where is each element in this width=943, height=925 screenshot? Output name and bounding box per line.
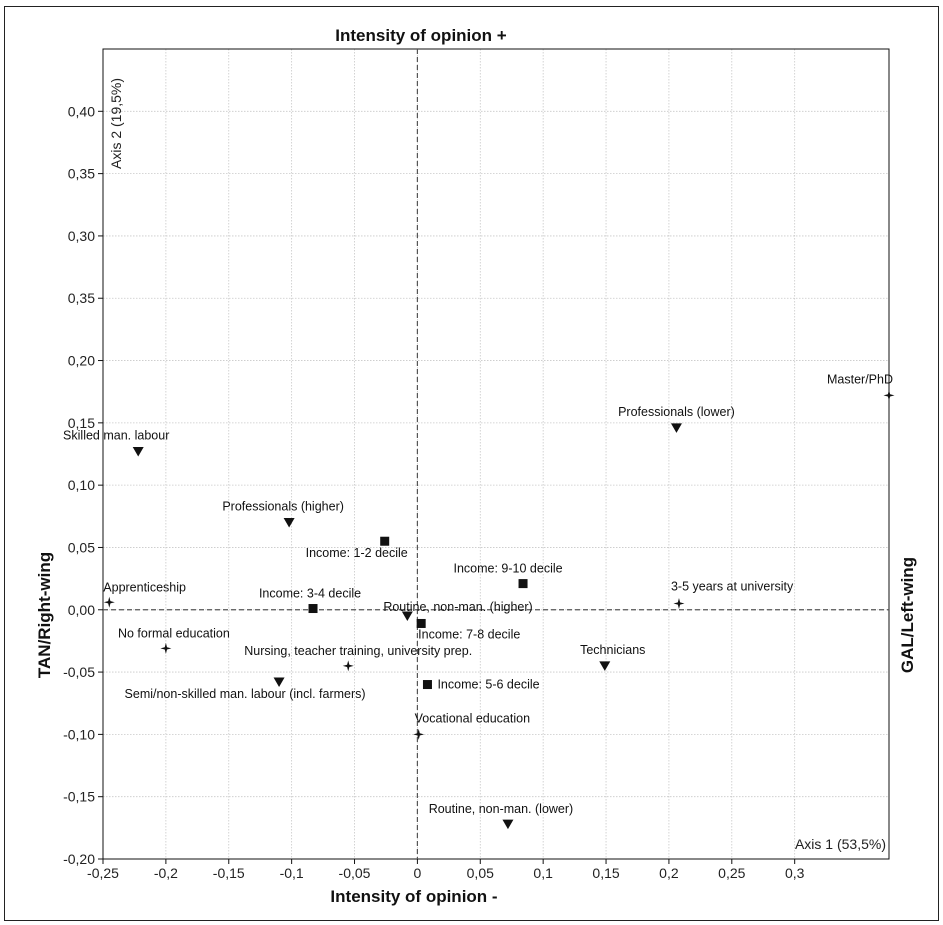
y-tick-label: -0,05 bbox=[63, 664, 95, 680]
point-label: Income: 5-6 decile bbox=[437, 678, 539, 692]
x-axis-label: Intensity of opinion - bbox=[330, 887, 497, 906]
triangle-marker bbox=[273, 677, 285, 688]
scatter-chart: -0,25 -0,2 -0,15 -0,1 -0,05 0 0,05 0,1 0,15 0,2 0,… bbox=[35, 26, 917, 906]
y-axis-name: Axis 2 (19,5%) bbox=[108, 78, 124, 169]
square-marker bbox=[422, 680, 432, 690]
point-label: Vocational education bbox=[415, 711, 530, 725]
y-tick-label: -0,15 bbox=[63, 789, 95, 805]
y-tick-label: 0,40 bbox=[68, 103, 95, 119]
x-tick-label: -0,1 bbox=[280, 865, 304, 881]
point-label: Routine, non-man. (lower) bbox=[429, 802, 574, 816]
x-tick-label: -0,2 bbox=[154, 865, 178, 881]
point-label: Income: 1-2 decile bbox=[306, 546, 408, 560]
square-marker bbox=[308, 604, 318, 614]
point-label: No formal education bbox=[118, 626, 230, 640]
square-marker bbox=[518, 579, 528, 589]
x-tick-label: 0,25 bbox=[718, 865, 745, 881]
point-label: Income: 9-10 decile bbox=[453, 562, 562, 576]
x-tick-label: 0,05 bbox=[467, 865, 494, 881]
star-marker bbox=[673, 598, 685, 610]
y-tick-label: 0,15 bbox=[68, 415, 95, 431]
y-tick-label: 0,05 bbox=[68, 539, 95, 555]
plot-area bbox=[102, 48, 890, 860]
point-label: Semi/non-skilled man. labour (incl. farm… bbox=[125, 687, 366, 701]
point-label: Income: 3-4 decile bbox=[259, 587, 361, 601]
triangle-marker bbox=[599, 661, 611, 671]
star-marker bbox=[160, 642, 172, 654]
y-tick-label: 0,30 bbox=[68, 228, 95, 244]
point-label: Technicians bbox=[580, 643, 645, 657]
point-label: Income: 7-8 decile bbox=[418, 627, 520, 641]
x-axis-name: Axis 1 (53,5%) bbox=[795, 836, 886, 852]
point-label: Professionals (higher) bbox=[222, 500, 344, 514]
x-tick-label: 0 bbox=[414, 865, 422, 881]
reference-lines bbox=[103, 49, 889, 859]
y-tick-label: 0,35 bbox=[68, 166, 95, 182]
y-tick-label: -0,10 bbox=[63, 726, 95, 742]
point-label: Skilled man. labour bbox=[63, 429, 169, 443]
star-marker bbox=[413, 728, 425, 740]
triangle-marker bbox=[283, 518, 295, 528]
triangle-marker bbox=[132, 447, 144, 457]
star-marker bbox=[883, 389, 895, 401]
point-label: Routine, non-man. (higher) bbox=[383, 600, 532, 614]
gridlines bbox=[102, 49, 889, 860]
y-axis-label-right: GAL/Left-wing bbox=[898, 557, 917, 673]
triangle-marker bbox=[401, 611, 413, 621]
y-tick-label: 0,35 bbox=[68, 290, 95, 306]
point-label: Professionals (lower) bbox=[618, 405, 735, 419]
y-tick-label: 0,00 bbox=[68, 602, 95, 618]
x-tick-label: 0,3 bbox=[785, 865, 805, 881]
x-tick-label: -0,05 bbox=[339, 865, 371, 881]
axis-ticks: -0,25 -0,2 -0,15 -0,1 -0,05 0 0,05 0,1 0,15 0,2 0,… bbox=[63, 103, 805, 881]
square-marker bbox=[380, 536, 390, 546]
chart-frame: -0,25 -0,2 -0,15 -0,1 -0,05 0 0,05 0,1 0,15 0,2 0,… bbox=[4, 6, 939, 921]
point-label: Master/PhD bbox=[827, 372, 893, 386]
y-tick-label: 0,10 bbox=[68, 477, 95, 493]
y-tick-label: 0,20 bbox=[68, 353, 95, 369]
triangle-marker bbox=[502, 819, 514, 830]
point-label: Nursing, teacher training, university pr… bbox=[244, 644, 472, 658]
point-label: Apprenticeship bbox=[103, 580, 186, 594]
y-axis-label-left: TAN/Right-wing bbox=[35, 552, 54, 678]
x-tick-label: 0,2 bbox=[659, 865, 679, 881]
point-label: 3-5 years at university bbox=[671, 580, 794, 594]
y-tick-label: -0,20 bbox=[63, 851, 95, 867]
star-marker bbox=[342, 660, 354, 672]
x-tick-label: -0,15 bbox=[213, 865, 245, 881]
chart-title: Intensity of opinion + bbox=[335, 26, 506, 45]
x-tick-label: -0,25 bbox=[87, 865, 119, 881]
square-marker bbox=[416, 618, 426, 628]
triangle-marker bbox=[670, 423, 682, 433]
x-tick-label: 0,1 bbox=[533, 865, 553, 881]
x-tick-label: 0,15 bbox=[592, 865, 619, 881]
data-points: Master/PhD Professionals (lower) Skilled m… bbox=[63, 372, 895, 830]
star-marker bbox=[103, 596, 115, 608]
